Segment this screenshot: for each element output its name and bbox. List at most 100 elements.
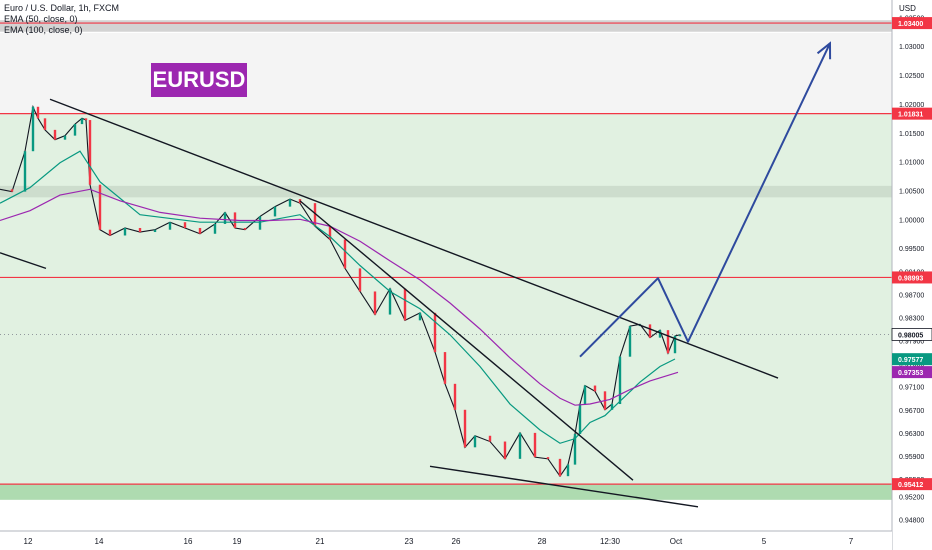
candle bbox=[453, 383, 457, 410]
candle bbox=[573, 434, 577, 465]
candle bbox=[63, 135, 67, 140]
price-label-box bbox=[892, 107, 932, 120]
y-tick-label: 0.98700 bbox=[899, 292, 924, 299]
price-label: 0.97353 bbox=[898, 370, 923, 377]
candle bbox=[648, 324, 652, 338]
candle bbox=[433, 312, 437, 353]
price-label: 1.03400 bbox=[898, 21, 923, 28]
x-tick-label: 7 bbox=[849, 537, 854, 546]
y-tick-label: 0.94800 bbox=[899, 517, 924, 524]
candle bbox=[108, 229, 112, 236]
y-tick-label: 0.99500 bbox=[899, 246, 924, 253]
price-label: 0.95412 bbox=[898, 482, 923, 489]
price-label-box bbox=[892, 353, 932, 366]
candle bbox=[610, 404, 614, 410]
x-tick-label: 12:30 bbox=[600, 537, 621, 546]
candle bbox=[73, 124, 77, 136]
trendline-2 bbox=[429, 465, 699, 508]
y-tick-label: 0.97900 bbox=[899, 339, 924, 346]
candle bbox=[36, 106, 40, 119]
candle bbox=[138, 227, 142, 233]
candle bbox=[31, 106, 35, 152]
y-tick-label: 1.01000 bbox=[899, 160, 924, 167]
candle bbox=[533, 432, 537, 458]
x-tick-label: 21 bbox=[316, 537, 325, 546]
symbol-label[interactable]: Euro / U.S. Dollar, 1h, FXCM bbox=[4, 3, 120, 13]
candle bbox=[583, 385, 587, 405]
trendline-1 bbox=[299, 200, 634, 481]
y-tick-label: 0.97100 bbox=[899, 385, 924, 392]
price-label-box bbox=[892, 478, 932, 491]
candle bbox=[673, 335, 677, 354]
price-label: 0.98005 bbox=[898, 332, 923, 339]
candle bbox=[273, 206, 277, 217]
candle bbox=[373, 291, 377, 315]
price-label-box bbox=[891, 328, 932, 341]
projection-arrowhead bbox=[816, 41, 832, 60]
y-tick-label: 1.03000 bbox=[899, 44, 924, 51]
time-axis bbox=[0, 531, 892, 550]
price-label: 0.98993 bbox=[898, 275, 923, 282]
candle bbox=[473, 435, 477, 448]
candle bbox=[618, 356, 622, 405]
y-tick-label: 1.00500 bbox=[899, 188, 924, 195]
x-tick-label: 12 bbox=[24, 537, 33, 546]
candle bbox=[98, 184, 102, 230]
y-tick-label: 0.95900 bbox=[899, 454, 924, 461]
candle bbox=[463, 409, 467, 448]
price-label-box bbox=[892, 17, 932, 30]
trendline-0 bbox=[49, 98, 779, 379]
y-tick-label: 0.98300 bbox=[899, 315, 924, 322]
candle bbox=[488, 435, 492, 442]
price-label: 1.01831 bbox=[898, 112, 923, 119]
x-tick-label: 28 bbox=[538, 537, 547, 546]
projection-path bbox=[579, 42, 831, 358]
price-label-box bbox=[892, 366, 932, 379]
y-tick-label: 0.96700 bbox=[899, 408, 924, 415]
trendline-3 bbox=[0, 252, 47, 270]
x-tick-label: 19 bbox=[233, 537, 242, 546]
eurusd-title-badge: EURUSD bbox=[151, 63, 247, 97]
zone-2 bbox=[0, 484, 892, 500]
candle bbox=[388, 288, 392, 315]
candle bbox=[546, 457, 550, 459]
candle bbox=[666, 330, 670, 354]
zone-0 bbox=[0, 20, 892, 32]
candle bbox=[183, 222, 187, 228]
candle bbox=[518, 432, 522, 459]
candle bbox=[418, 312, 422, 321]
candle bbox=[566, 464, 570, 477]
candle bbox=[10, 189, 14, 192]
candle bbox=[503, 441, 507, 459]
candle bbox=[243, 227, 247, 230]
range-zone bbox=[0, 113, 892, 485]
candle bbox=[123, 227, 127, 236]
price-label-box bbox=[892, 271, 932, 284]
candle bbox=[168, 222, 172, 230]
ema100-label[interactable]: EMA (100, close, 0) bbox=[4, 25, 83, 35]
series-0 bbox=[0, 104, 681, 478]
candle bbox=[403, 288, 407, 321]
x-tick-label: 16 bbox=[184, 537, 193, 546]
candle bbox=[88, 120, 92, 185]
y-tick-label: 1.02500 bbox=[899, 73, 924, 80]
series-1 bbox=[0, 150, 676, 444]
candle bbox=[223, 212, 227, 224]
candle bbox=[258, 216, 262, 230]
candle bbox=[213, 223, 217, 234]
candle bbox=[84, 118, 88, 121]
candle bbox=[43, 118, 47, 130]
candle bbox=[80, 118, 84, 125]
candle bbox=[53, 129, 57, 140]
x-tick-label: 26 bbox=[452, 537, 461, 546]
candle bbox=[678, 334, 682, 337]
candle bbox=[288, 199, 292, 207]
x-tick-label: Oct bbox=[670, 537, 683, 546]
candle bbox=[328, 226, 332, 240]
candle bbox=[343, 239, 347, 269]
x-tick-label: 23 bbox=[405, 537, 414, 546]
ema50-label[interactable]: EMA (50, close, 0) bbox=[4, 14, 78, 24]
y-tick-label: 0.96300 bbox=[899, 431, 924, 438]
